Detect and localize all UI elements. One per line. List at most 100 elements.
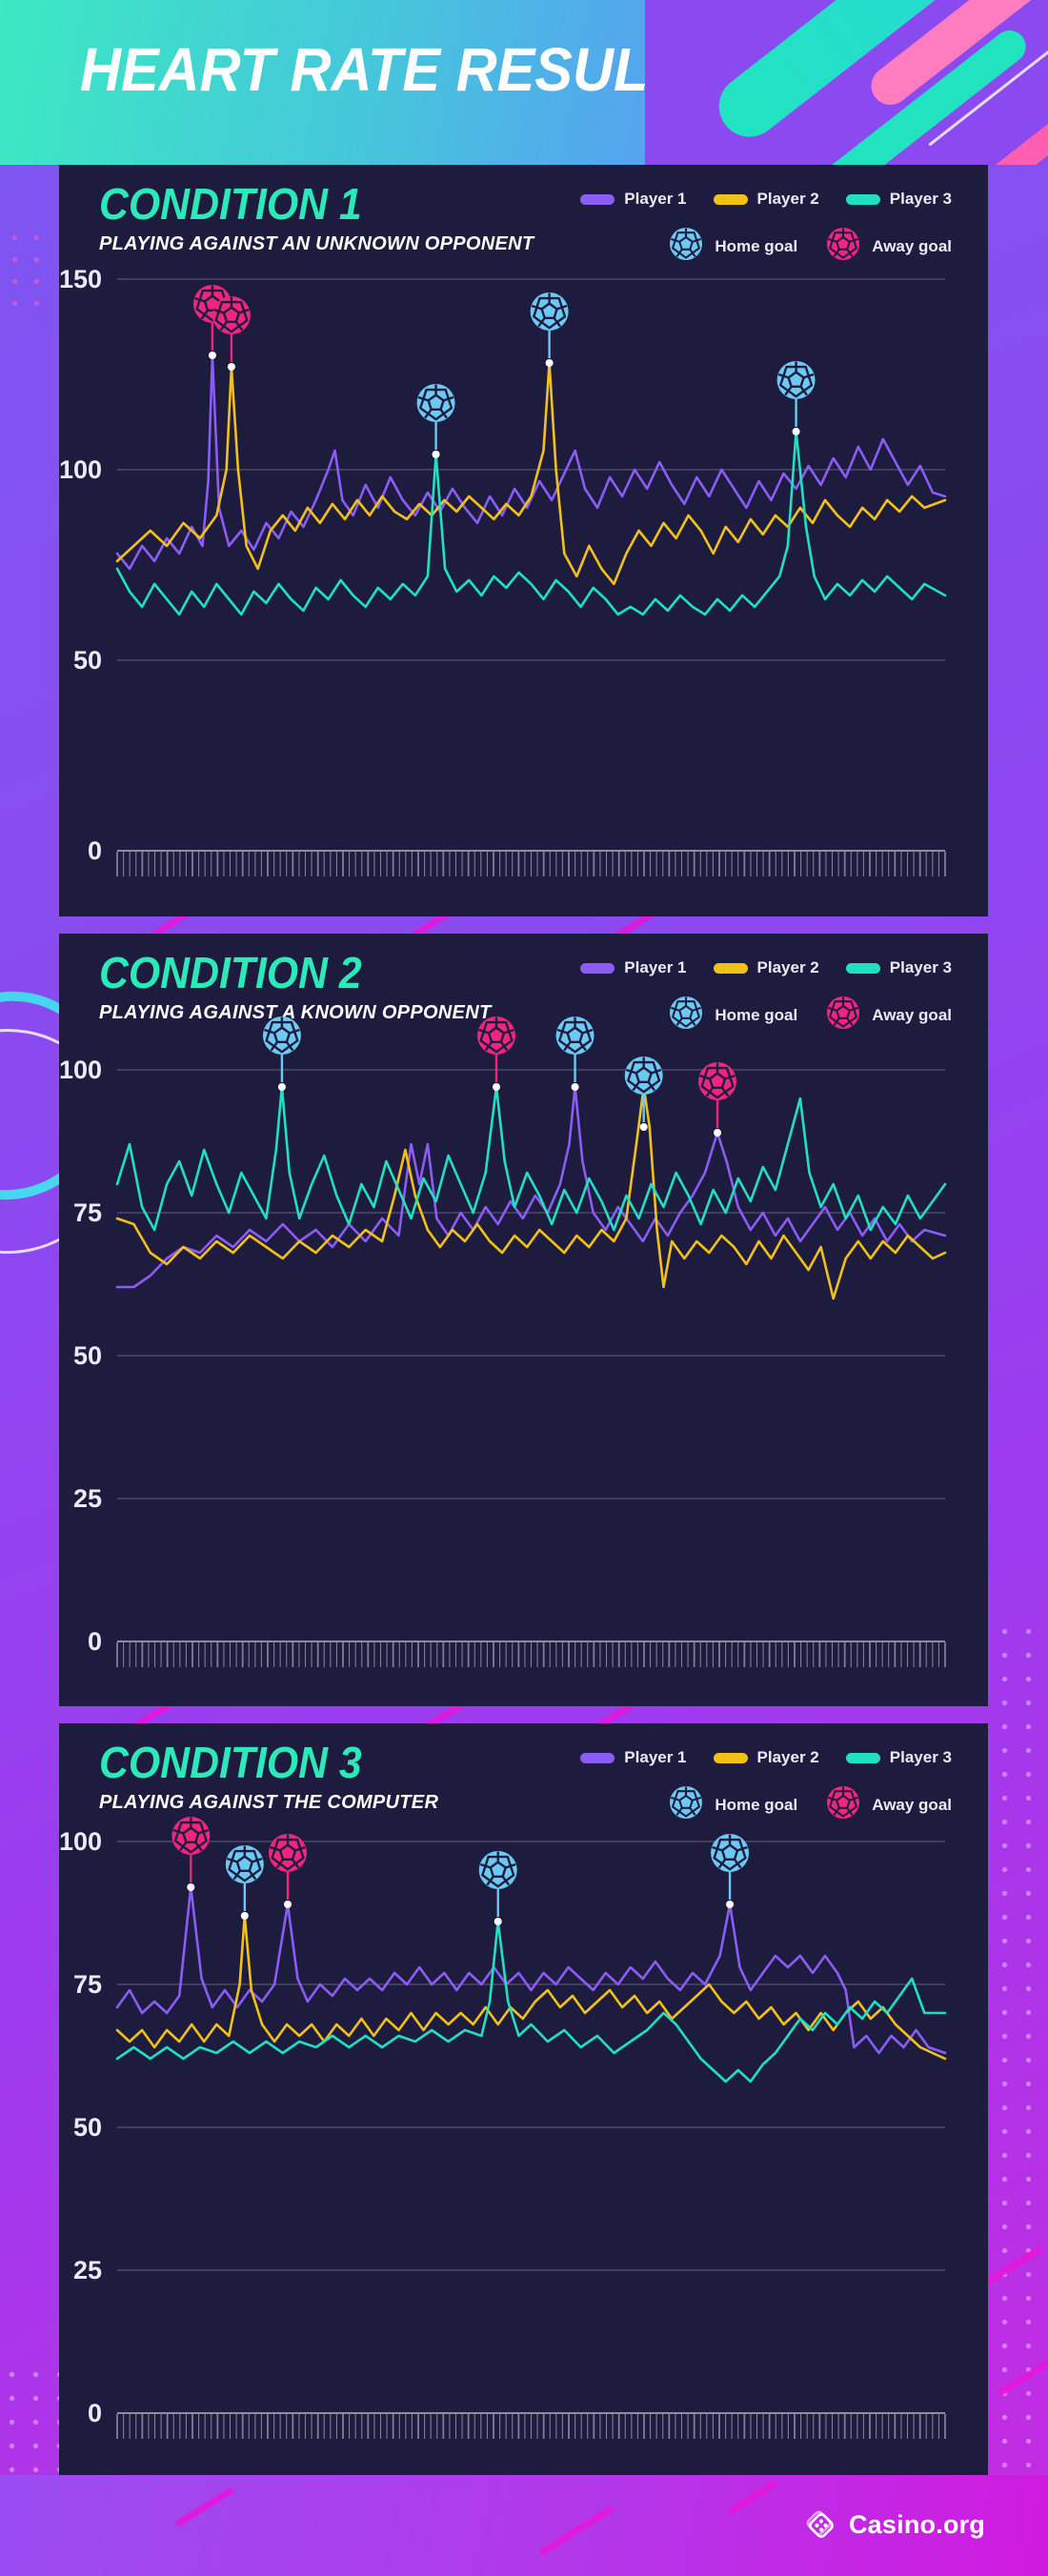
y-axis-label: 25 bbox=[73, 2256, 102, 2284]
chart-legend: Player 1 Player 2 Player 3 Home goal Awa… bbox=[580, 1748, 952, 1827]
brand-name: Casino.org bbox=[848, 2509, 985, 2539]
magenta-streak-decoration bbox=[174, 2485, 235, 2528]
series-line-player-1 bbox=[115, 1085, 947, 1289]
legend-players-row: Player 1 Player 2 Player 3 bbox=[580, 1748, 952, 1767]
heart-rate-chart-condition-1: 150 100 50 0 bbox=[59, 265, 947, 876]
goal-data-point bbox=[639, 1123, 648, 1131]
home-goal-marker bbox=[262, 1016, 301, 1091]
player-1-swatch bbox=[580, 193, 615, 205]
soccer-ball-icon bbox=[269, 1834, 308, 1872]
soccer-ball-icon bbox=[827, 228, 860, 260]
goal-data-point bbox=[208, 352, 216, 359]
home-goal-marker bbox=[225, 1845, 264, 1920]
goal-data-point bbox=[714, 1129, 722, 1137]
y-axis-label: 0 bbox=[88, 836, 102, 865]
legend-goals-row: Home goal Away goal bbox=[667, 224, 952, 269]
legend-item-home-goal: Home goal bbox=[667, 993, 797, 1037]
legend-item-player-2: Player 2 bbox=[713, 958, 819, 977]
legend-item-player-1: Player 1 bbox=[580, 958, 687, 977]
goal-data-point bbox=[792, 428, 800, 435]
y-axis-label: 100 bbox=[59, 1827, 102, 1856]
goal-data-point bbox=[432, 451, 440, 458]
soccer-ball-icon bbox=[670, 1786, 703, 1819]
away-goal-marker bbox=[269, 1834, 308, 1908]
soccer-ball-icon bbox=[530, 292, 569, 331]
away-goal-marker bbox=[698, 1062, 737, 1137]
panel-condition-1: CONDITION 1 PLAYING AGAINST AN UNKNOWN O… bbox=[59, 165, 988, 916]
chart-title: CONDITION 1 bbox=[99, 179, 362, 229]
soccer-ball-icon bbox=[624, 1057, 663, 1095]
soccer-ball-icon bbox=[477, 1016, 516, 1055]
soccer-ball-icon bbox=[670, 996, 703, 1029]
legend-item-home-goal: Home goal bbox=[667, 1782, 797, 1827]
chart-title: CONDITION 2 bbox=[99, 948, 362, 997]
series-line-player-2 bbox=[115, 1914, 947, 2061]
chart-legend: Player 1 Player 2 Player 3 Home goal Awa… bbox=[580, 958, 952, 1037]
player-3-swatch bbox=[845, 193, 880, 205]
heart-rate-chart-condition-3: 100 75 50 25 0 bbox=[59, 1817, 947, 2439]
legend-players-row: Player 1 Player 2 Player 3 bbox=[580, 190, 952, 209]
y-axis-label: 50 bbox=[73, 1341, 102, 1370]
soccer-ball-icon bbox=[776, 361, 816, 399]
goal-data-point bbox=[240, 1912, 249, 1920]
away-goal-ball-icon bbox=[824, 993, 862, 1037]
away-goal-marker bbox=[212, 296, 251, 371]
soccer-ball-icon bbox=[212, 296, 251, 334]
home-goal-marker bbox=[776, 361, 816, 435]
y-axis-label: 0 bbox=[88, 2399, 102, 2427]
home-goal-ball-icon bbox=[667, 993, 705, 1037]
chart-subtitle: PLAYING AGAINST A KNOWN OPPONENT bbox=[99, 1002, 492, 1023]
goal-data-point bbox=[493, 1083, 501, 1091]
page-title: HEART RATE RESULTS bbox=[80, 35, 716, 104]
goal-data-point bbox=[494, 1918, 502, 1925]
soccer-ball-icon bbox=[416, 384, 455, 422]
player-1-swatch bbox=[580, 962, 615, 974]
header-artwork bbox=[645, 0, 1048, 165]
series-line-player-2 bbox=[115, 361, 947, 586]
y-axis-label: 50 bbox=[73, 2113, 102, 2142]
series-line-player-3 bbox=[115, 1085, 947, 1232]
away-goal-marker bbox=[477, 1016, 516, 1091]
series-line-player-2 bbox=[115, 1085, 947, 1300]
y-axis-label: 0 bbox=[88, 1627, 102, 1656]
away-goal-ball-icon bbox=[824, 1782, 862, 1827]
y-axis-label: 25 bbox=[73, 1484, 102, 1513]
home-goal-ball-icon bbox=[667, 224, 705, 269]
legend-item-player-2: Player 2 bbox=[713, 190, 819, 209]
brand-lockup: Casino.org bbox=[801, 2506, 985, 2544]
series-line-player-1 bbox=[115, 353, 947, 571]
legend-item-player-1: Player 1 bbox=[580, 1748, 687, 1767]
magenta-streak-decoration bbox=[726, 2479, 779, 2516]
player-2-swatch bbox=[713, 193, 748, 205]
chart-legend: Player 1 Player 2 Player 3 Home goal Awa… bbox=[580, 190, 952, 269]
soccer-ball-icon bbox=[262, 1016, 301, 1055]
y-axis-label: 75 bbox=[73, 1198, 102, 1227]
chart-subtitle: PLAYING AGAINST AN UNKNOWN OPPONENT bbox=[99, 233, 534, 254]
home-goal-marker bbox=[416, 384, 455, 458]
home-goal-marker bbox=[478, 1851, 517, 1925]
home-goal-marker bbox=[555, 1016, 595, 1091]
legend-item-player-2: Player 2 bbox=[713, 1748, 819, 1767]
legend-item-away-goal: Away goal bbox=[824, 993, 952, 1037]
player-3-swatch bbox=[845, 962, 880, 974]
magenta-streak-decoration bbox=[997, 2335, 1048, 2397]
goal-data-point bbox=[284, 1901, 292, 1908]
soccer-ball-icon bbox=[555, 1016, 595, 1055]
goal-data-point bbox=[571, 1083, 579, 1091]
legend-goals-row: Home goal Away goal bbox=[667, 1782, 952, 1827]
soccer-ball-icon bbox=[171, 1817, 211, 1855]
header: HEART RATE RESULTS bbox=[0, 0, 716, 165]
legend-goals-row: Home goal Away goal bbox=[667, 993, 952, 1037]
dot-grid-decoration bbox=[4, 227, 55, 322]
legend-players-row: Player 1 Player 2 Player 3 bbox=[580, 958, 952, 977]
magenta-streak-decoration bbox=[537, 2505, 615, 2557]
home-goal-marker bbox=[530, 292, 569, 367]
y-axis-label: 100 bbox=[59, 1056, 102, 1084]
footer: Casino.org bbox=[0, 2475, 1048, 2576]
legend-item-player-3: Player 3 bbox=[845, 190, 952, 209]
goal-data-point bbox=[187, 1883, 195, 1891]
soccer-ball-icon bbox=[225, 1845, 264, 1883]
legend-item-home-goal: Home goal bbox=[667, 224, 797, 269]
goal-data-point bbox=[726, 1901, 735, 1908]
